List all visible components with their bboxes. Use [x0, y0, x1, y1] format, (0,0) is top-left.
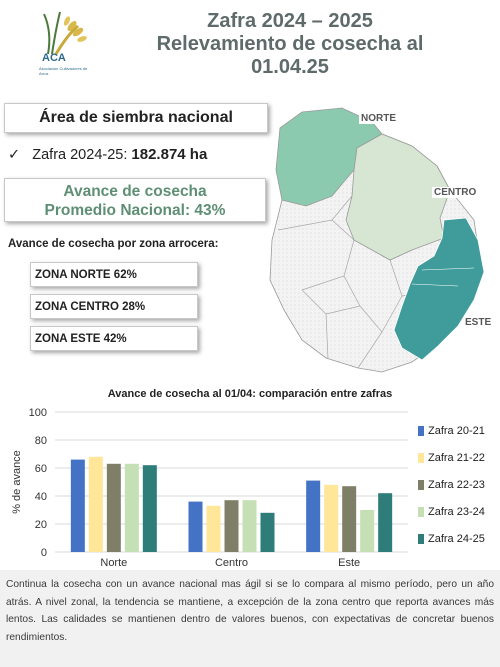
avance-line2: Promedio Nacional: 43%: [44, 202, 226, 219]
zone-heading: Avance de cosecha por zona arrocera:: [8, 238, 219, 250]
bar: [324, 484, 339, 552]
legend-swatch: [418, 534, 424, 545]
bar: [188, 501, 203, 552]
zafra-value: 182.874 ha: [131, 146, 208, 163]
bar: [378, 493, 393, 552]
y-axis-label: % de avance: [11, 450, 23, 514]
bar: [360, 510, 375, 552]
bar: [306, 480, 321, 552]
bar: [206, 505, 221, 552]
page-title-line3: 01.04.25: [251, 56, 329, 78]
map-este-region: [393, 217, 485, 361]
uruguay-zone-map: [269, 107, 485, 373]
bar: [106, 463, 121, 552]
legend-label: Zafra 22-23: [428, 479, 485, 491]
legend-item: Zafra 21-22: [418, 451, 485, 465]
map-label-centro: CENTRO: [432, 187, 479, 198]
legend-swatch: [418, 426, 424, 437]
avance-line1: Avance de cosecha: [63, 183, 207, 200]
y-tick-label: 20: [35, 519, 47, 531]
legend-swatch: [418, 480, 424, 491]
legend-item: Zafra 22-23: [418, 478, 485, 492]
logo-text: ACA: [42, 52, 66, 64]
map-label-norte: NORTE: [359, 113, 398, 124]
bar: [224, 500, 239, 552]
rice-plant-icon: [43, 11, 87, 55]
legend-swatch: [418, 507, 424, 518]
x-tick-label: Centro: [215, 557, 248, 569]
footer-panel: Continua la cosecha con un avance nacion…: [0, 570, 500, 667]
zone-este-box: ZONA ESTE 42%: [30, 326, 198, 351]
legend-label: Zafra 23-24: [428, 506, 485, 518]
area-title-box: Área de siembra nacional: [4, 103, 268, 133]
map-centro-region: [345, 133, 451, 261]
y-tick-label: 80: [35, 435, 47, 447]
bar: [70, 459, 85, 552]
harvest-comparison-chart: 0 20 40 60 80 100 % de avance Norte Centro Este: [11, 407, 408, 569]
zone-centro-box: ZONA CENTRO 28%: [30, 294, 198, 319]
bar: [260, 512, 275, 552]
y-tick-label: 60: [35, 463, 47, 475]
avance-promedio-box: Avance de cosecha Promedio Nacional: 43%: [4, 178, 266, 222]
check-icon: ✓: [8, 147, 21, 163]
bar: [142, 465, 157, 552]
page-title-line2: Relevamiento de cosecha al: [156, 33, 424, 55]
map-label-este: ESTE: [463, 317, 494, 328]
bar: [342, 486, 357, 552]
x-tick-label: Este: [338, 557, 360, 569]
page-title-line1: Zafra 2024 – 2025: [207, 10, 373, 32]
legend-label: Zafra 24-25: [428, 533, 485, 545]
y-tick-label: 40: [35, 491, 47, 503]
y-tick-label: 100: [29, 407, 47, 419]
bar: [88, 456, 103, 552]
chart-title: Avance de cosecha al 01/04: comparación …: [107, 388, 393, 400]
legend-label: Zafra 20-21: [428, 425, 485, 437]
map-este-lines: [411, 267, 475, 287]
zafra-label: Zafra 2024-25:: [32, 147, 128, 163]
aca-logo: ACA Asociación Cultivadores de Arroz: [34, 10, 94, 76]
legend-item: Zafra 20-21: [418, 424, 485, 438]
legend-item: Zafra 24-25: [418, 532, 485, 546]
legend-swatch: [418, 453, 424, 464]
legend-label: Zafra 21-22: [428, 452, 485, 464]
y-tick-label: 0: [41, 547, 47, 559]
bar: [124, 463, 139, 552]
bar: [242, 500, 257, 552]
footer-text: Continua la cosecha con un avance nacion…: [6, 579, 494, 643]
zafra-area-line: ✓ Zafra 2024-25: 182.874 ha: [8, 146, 207, 163]
header: ACA Asociación Cultivadores de Arroz Zaf…: [0, 0, 500, 88]
legend-item: Zafra 23-24: [418, 505, 485, 519]
logo-subtext: Asociación Cultivadores de Arroz: [39, 66, 88, 76]
zone-norte-box: ZONA NORTE 62%: [30, 262, 198, 287]
x-tick-label: Norte: [100, 557, 127, 569]
